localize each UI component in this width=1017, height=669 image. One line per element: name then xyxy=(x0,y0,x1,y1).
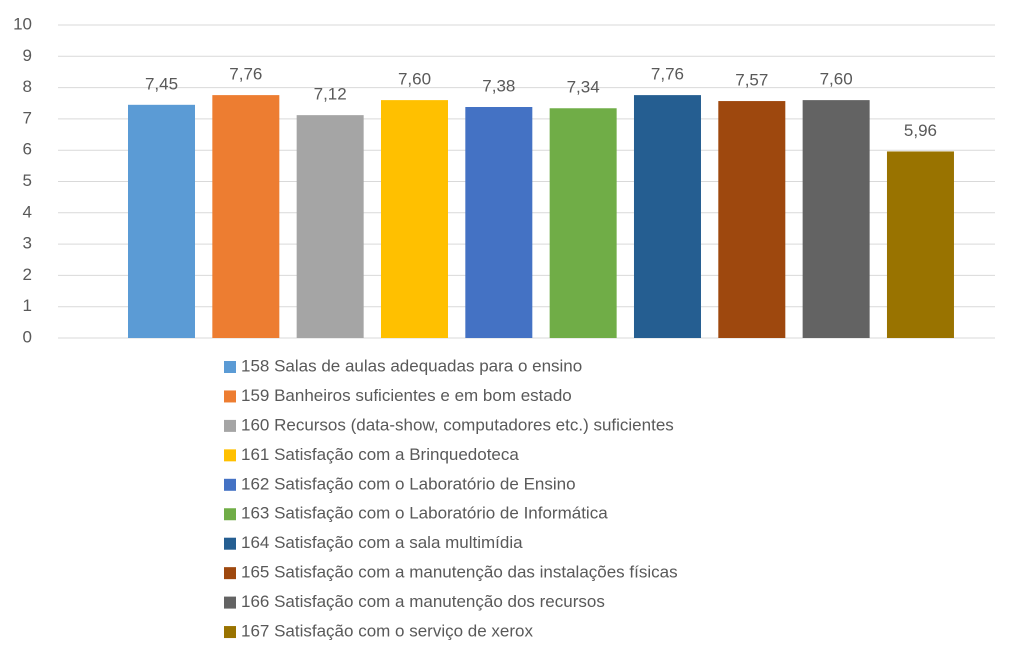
bar xyxy=(802,100,870,339)
y-tick-label: 0 xyxy=(23,327,32,346)
value-label: 5,96 xyxy=(904,121,937,140)
bar xyxy=(886,151,954,338)
bar xyxy=(549,108,617,339)
value-label: 7,76 xyxy=(651,65,684,84)
legend-swatch xyxy=(224,390,236,403)
bar xyxy=(718,101,786,339)
bar xyxy=(633,95,701,338)
value-label: 7,60 xyxy=(820,70,853,89)
y-tick-label: 2 xyxy=(23,265,32,284)
value-label: 7,45 xyxy=(145,74,178,93)
value-label: 7,38 xyxy=(482,76,515,95)
legend-label: 161 Satisfação com a Brinquedoteca xyxy=(241,445,519,464)
legend-label: 162 Satisfação com o Laboratório de Ensi… xyxy=(241,474,576,493)
y-tick-label: 6 xyxy=(23,140,32,159)
legend-swatch xyxy=(224,537,236,550)
value-label: 7,57 xyxy=(735,71,768,90)
legend-label: 167 Satisfação com o serviço de xerox xyxy=(241,622,533,641)
y-tick-label: 4 xyxy=(23,202,32,221)
legend-swatch xyxy=(224,596,236,609)
y-tick-label: 8 xyxy=(23,77,32,96)
legend-swatch xyxy=(224,626,236,639)
legend-swatch xyxy=(224,449,236,462)
value-label: 7,12 xyxy=(314,85,347,104)
legend-label: 159 Banheiros suficientes e em bom estad… xyxy=(241,386,572,405)
y-tick-label: 5 xyxy=(23,171,32,190)
bar xyxy=(380,100,448,339)
legend-swatch xyxy=(224,567,236,580)
legend-label: 160 Recursos (data-show, computadores et… xyxy=(241,415,674,434)
legend-swatch xyxy=(224,361,236,373)
y-tick-label: 7 xyxy=(23,108,32,127)
y-tick-label: 1 xyxy=(23,296,32,315)
y-tick-label: 10 xyxy=(13,14,32,33)
value-label: 7,60 xyxy=(398,70,431,89)
bar xyxy=(128,104,195,338)
bar xyxy=(465,107,533,338)
bar xyxy=(212,95,280,338)
y-tick-label: 3 xyxy=(23,234,32,253)
legend-label: 166 Satisfação com a manutenção dos recu… xyxy=(241,592,605,611)
legend-label: 165 Satisfação com a manutenção das inst… xyxy=(241,563,678,582)
legend-swatch xyxy=(224,508,236,521)
legend-label: 164 Satisfação com a sala multimídia xyxy=(241,533,523,552)
legend-swatch xyxy=(224,419,236,432)
value-label: 7,76 xyxy=(229,65,262,84)
legend-label: 158 Salas de aulas adequadas para o ensi… xyxy=(241,356,582,375)
legend-swatch xyxy=(224,478,236,491)
bar xyxy=(296,115,364,338)
y-tick-label: 9 xyxy=(23,46,32,65)
legend-label: 163 Satisfação com o Laboratório de Info… xyxy=(241,504,608,523)
value-label: 7,34 xyxy=(567,78,600,97)
